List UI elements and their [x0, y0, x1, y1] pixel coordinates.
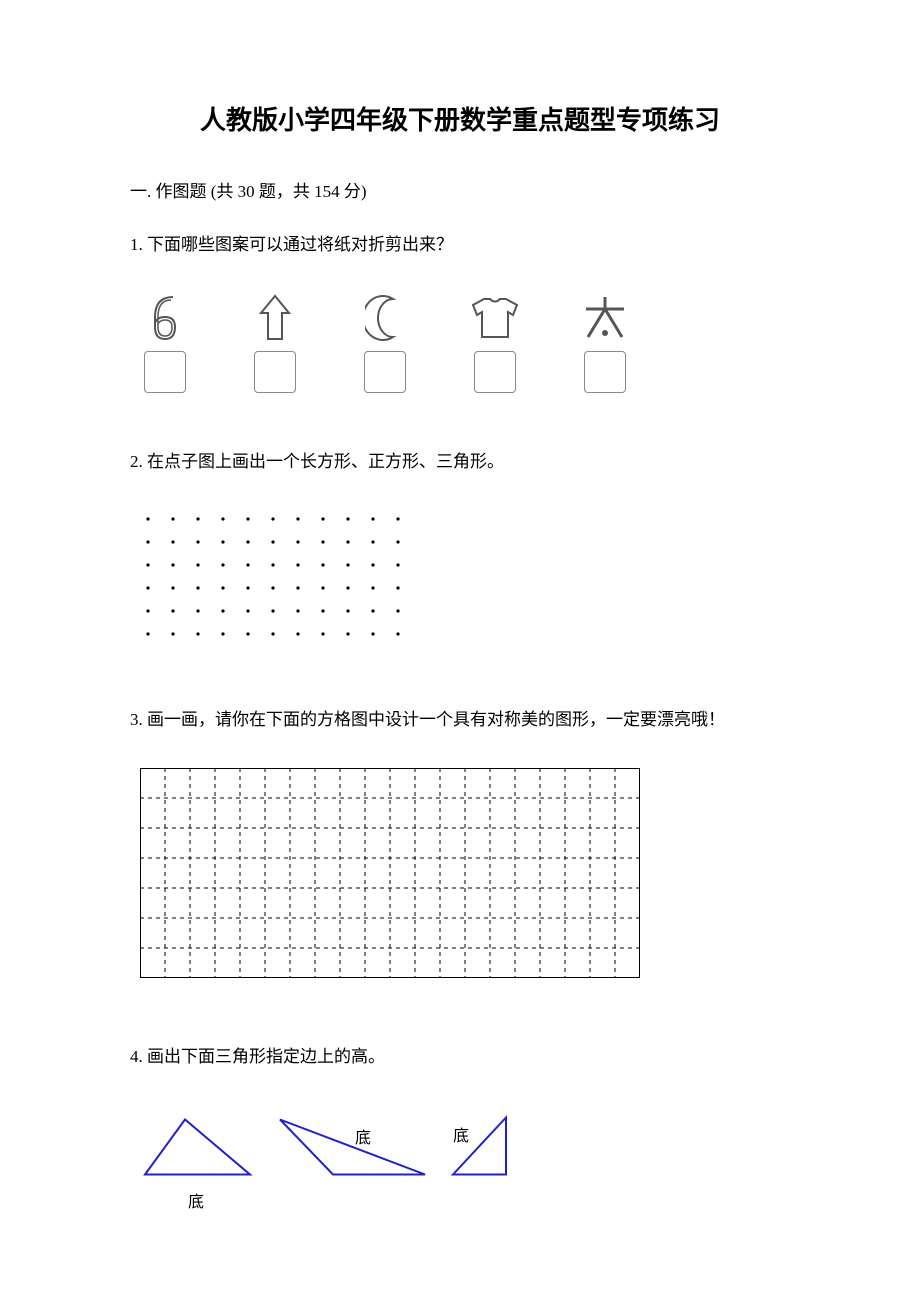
- digit-six-icon: [140, 293, 190, 343]
- page-title: 人教版小学四年级下册数学重点题型专项练习: [130, 100, 790, 137]
- question-3-text: 3. 画一画，请你在下面的方格图中设计一个具有对称美的图形，一定要漂亮哦！: [130, 701, 790, 738]
- crescent-moon-icon: [360, 293, 410, 343]
- base-label: 底: [453, 1122, 469, 1146]
- question-1-text: 1. 下面哪些图案可以通过将纸对折剪出来？: [130, 226, 790, 263]
- q1-item-tai: [580, 293, 630, 393]
- q1-item-arrow: [250, 293, 300, 393]
- tshirt-icon: [470, 293, 520, 343]
- triangle-obtuse: 底: [275, 1106, 430, 1193]
- triangle-right: 底: [450, 1106, 510, 1193]
- answer-box[interactable]: [584, 351, 626, 393]
- question-1-icons: [130, 293, 790, 393]
- q1-item-moon: [360, 293, 410, 393]
- answer-box[interactable]: [474, 351, 516, 393]
- base-label: 底: [188, 1188, 204, 1212]
- q1-item-tshirt: [470, 293, 520, 393]
- base-label: 底: [355, 1124, 371, 1148]
- arrow-up-icon: [250, 293, 300, 343]
- triangle-acute: 底: [140, 1106, 255, 1193]
- dot-grid[interactable]: [130, 511, 410, 651]
- section-header: 一. 作图题 (共 30 题，共 154 分): [130, 177, 790, 202]
- question-2-text: 2. 在点子图上画出一个长方形、正方形、三角形。: [130, 443, 790, 480]
- character-tai-icon: [580, 293, 630, 343]
- question-4-text: 4. 画出下面三角形指定边上的高。: [130, 1038, 790, 1075]
- answer-box[interactable]: [254, 351, 296, 393]
- triangles-row: 底 底 底: [130, 1106, 790, 1193]
- answer-box[interactable]: [364, 351, 406, 393]
- q1-item-six: [140, 293, 190, 393]
- dashed-grid[interactable]: [140, 768, 790, 978]
- answer-box[interactable]: [144, 351, 186, 393]
